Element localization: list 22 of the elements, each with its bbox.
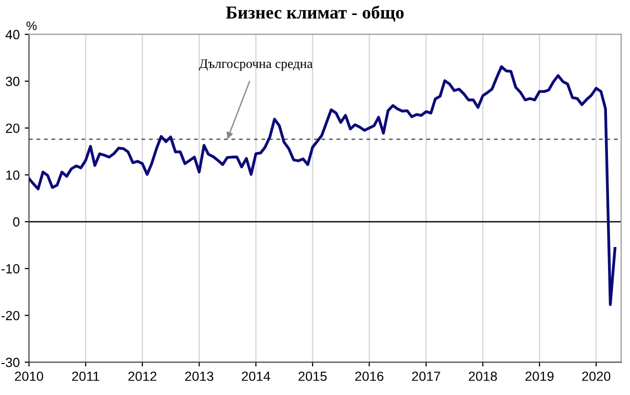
y-axis-title: % <box>26 21 37 30</box>
y-tick-label: 40 <box>6 30 20 40</box>
y-tick-label: 30 <box>6 76 20 86</box>
x-tick-label: 2015 <box>298 372 327 381</box>
x-tick-label: 2016 <box>355 372 384 381</box>
x-tick-label: 2017 <box>412 372 440 381</box>
x-tick-label: 2010 <box>14 372 44 381</box>
y-tick-label: 20 <box>6 124 20 133</box>
x-tick-label: 2018 <box>468 372 497 381</box>
y-tick-label: 10 <box>6 170 20 180</box>
x-tick-label: 2012 <box>128 372 156 381</box>
x-tick-label: 2013 <box>185 372 214 381</box>
y-tick-label: -10 <box>1 264 20 274</box>
annotation: Дългосрочна средна <box>199 59 313 71</box>
x-tick-label: 2019 <box>525 372 554 381</box>
x-tick-label: 2020 <box>582 372 610 381</box>
y-tick-label: 0 <box>13 217 20 227</box>
y-tick-label: -30 <box>1 358 20 368</box>
x-tick-label: 2014 <box>242 372 270 381</box>
y-tick-label: -20 <box>1 310 20 320</box>
x-tick-label: 2011 <box>72 372 100 381</box>
chart-title: Бизнес климат - общо <box>226 6 404 22</box>
